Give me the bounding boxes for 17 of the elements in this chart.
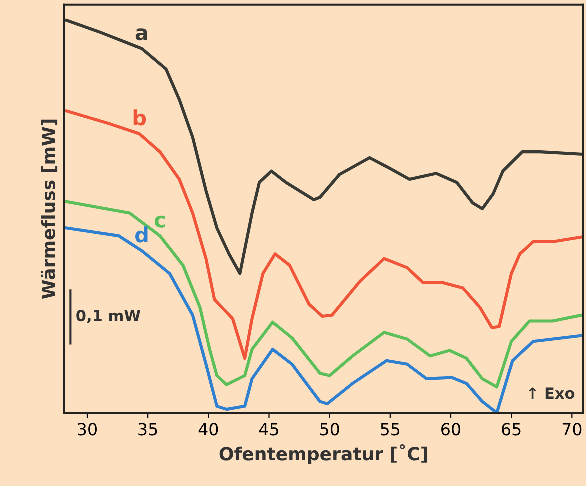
series-label: c: [154, 216, 165, 228]
x-tick-label: 45: [259, 423, 278, 436]
x-tick-label: 55: [381, 423, 400, 436]
x-tick-label: 65: [502, 423, 521, 436]
annotation: 0,1 mW: [76, 310, 141, 324]
x-tick-label: 40: [198, 423, 218, 436]
annotation: ↑ Exo: [529, 388, 575, 400]
x-tick-label: 50: [320, 423, 340, 436]
x-tick-label: 70: [562, 423, 582, 436]
y-axis-title: Wärmefluss [mW]: [41, 120, 58, 300]
x-tick-label: 35: [138, 423, 158, 436]
x-tick-label: 30: [78, 423, 97, 436]
series-label: d: [135, 226, 148, 243]
series-label: b: [134, 110, 146, 126]
series-label: a: [136, 28, 148, 41]
x-tick-label: 60: [442, 423, 460, 436]
x-axis-title: Ofentemperatur [˚C]: [220, 444, 428, 464]
